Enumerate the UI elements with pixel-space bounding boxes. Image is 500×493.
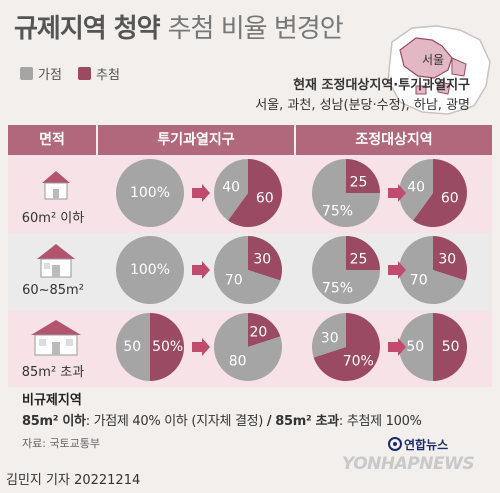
note-small-text: : 가점제 40% 이하 (지자체 결정) <box>85 414 264 429</box>
area-label-1: 60m² 이하 <box>21 211 85 226</box>
pie-r3-a-after-slice-chucheom <box>248 313 281 347</box>
pie-r3-a-before-slice-chucheom <box>150 313 184 381</box>
pie-r2-b-before-label-red: 25 <box>350 251 368 267</box>
pie-r3-b-after-label-red: 50 <box>442 339 460 355</box>
pie-r2-b-after-label-gray: 70 <box>410 272 428 288</box>
byline: 김민지 기자 20221214 <box>6 473 141 488</box>
map-label: 서울 <box>422 53 444 67</box>
pie-r3-b-after-slice-gajeom <box>399 313 433 381</box>
pie-r2-b-before-slice-chucheom <box>346 236 380 270</box>
pie-r2-b-before-slice-gajeom <box>312 236 380 304</box>
pie-r1-b-before-label-red: 25 <box>350 174 368 190</box>
pie-r1-b-after-label-gray: 40 <box>407 180 425 196</box>
note-sep: / <box>266 414 272 429</box>
logo-kr: 연합뉴스 <box>404 438 449 452</box>
note-title: 비규제지역 <box>22 393 82 408</box>
area-cell-1: 60m² 이하 <box>8 155 98 233</box>
legend-label-gajeom: 가점 <box>38 68 62 83</box>
large-house-icon <box>31 320 81 356</box>
map-icon: 서울 <box>387 25 491 115</box>
header-group-a: 투기과열지구 <box>98 125 294 155</box>
pie-r1-b-after-slice-gajeom <box>399 159 433 221</box>
pie-r3-a-after-slice-gajeom <box>213 313 282 381</box>
note-body: 85m² 이하: 가점제 40% 이하 (지자체 결정) / 85m² 초과: … <box>22 410 422 429</box>
pie-r2-a-arrow <box>192 261 210 279</box>
logo-icon <box>388 436 402 455</box>
pie-r3-a-before-label-red: 50% <box>152 339 183 355</box>
header-area: 면적 <box>8 125 96 155</box>
pie-r2-a-before-slice-gajeom <box>116 236 184 304</box>
pie-r1-b-after-slice-chucheom <box>413 159 467 227</box>
source: 자료: 국토교통부 <box>22 437 101 450</box>
small-house-icon <box>42 171 70 200</box>
pie-r1-b-arrow <box>388 184 406 202</box>
pie-r1-a-after-slice-gajeom <box>214 159 248 221</box>
pie-r3-b-before-label-gray: 30 <box>321 331 339 347</box>
pie-r3-a-after-label-gray: 80 <box>229 353 247 369</box>
pie-r2-a-after-label-red: 30 <box>253 252 271 268</box>
pie-r2-b-after-slice-gajeom <box>398 236 466 304</box>
note-small-label: 85m² 이하 <box>22 414 86 429</box>
note-large-label: 85m² 초과 <box>275 414 339 429</box>
area-label-3: 85m² 초과 <box>21 365 85 380</box>
pie-r3-b-arrow <box>388 338 406 356</box>
pie-r3-a-arrow <box>192 338 210 356</box>
region-list: 서울, 과천, 성남(분당·수정), 하남, 광명 <box>255 98 470 113</box>
page-title: 규제지역 청약 추첨 비율 변경안 <box>14 8 344 45</box>
title-sub: 추첨 비율 변경안 <box>167 14 344 44</box>
pie-r1-a-after-label-gray: 40 <box>222 180 240 196</box>
pie-r2-b-after-label-red: 30 <box>438 252 456 268</box>
pie-r1-b-before-slice-chucheom <box>346 159 380 193</box>
legend-item-chucheom: 추첨 <box>78 64 120 83</box>
legend-label-chucheom: 추첨 <box>96 68 120 83</box>
area-cell-3: 85m² 초과 <box>8 311 98 387</box>
pie-r2-b-before-label-gray: 75% <box>322 281 353 297</box>
pie-r3-a-before-slice-gajeom <box>116 313 150 381</box>
pie-r3-a-after-label-red: 20 <box>249 325 267 341</box>
pie-r3-b-before-slice-chucheom <box>313 313 380 382</box>
pie-r2-b-after-slice-chucheom <box>433 236 467 281</box>
logo-en: YONHAPNEWS <box>342 454 475 474</box>
pie-r3-b-before-label-red: 70% <box>343 353 374 369</box>
pie-r2-a-after-slice-gajeom <box>214 236 281 304</box>
pie-r2-b-arrow <box>388 261 406 279</box>
title-main: 규제지역 청약 <box>14 14 161 44</box>
pie-r1-a-arrow <box>192 184 210 202</box>
legend-swatch-red <box>78 67 91 80</box>
pie-r3-a-before-label-gray: 50 <box>123 339 141 355</box>
legend-swatch-gray <box>20 67 33 80</box>
pie-r1-a-after-slice-chucheom <box>228 159 283 227</box>
pie-r2-a-after-label-gray: 70 <box>225 272 243 288</box>
seoul-map: 서울 <box>382 22 494 118</box>
medium-house-icon <box>37 244 75 278</box>
pie-r1-b-before-label-gray: 75% <box>322 204 353 220</box>
region-heading: 현재 조정대상지역·투기과열지구 <box>293 78 470 93</box>
pie-r1-a-after-label-red: 60 <box>256 190 274 206</box>
pie-r1-a-before-label: 100% <box>130 185 170 201</box>
pie-r3-b-after-slice-chucheom <box>433 313 467 381</box>
pie-r3-b-before-slice-gajeom <box>312 313 346 358</box>
area-cell-2: 60~85m² <box>8 233 98 311</box>
pie-r1-b-after-label-red: 60 <box>441 190 459 206</box>
pie-r3-b-after-label-gray: 50 <box>406 339 424 355</box>
legend-item-gajeom: 가점 <box>20 64 62 83</box>
pie-r1-b-before-slice-gajeom <box>312 159 380 227</box>
header-group-b: 조정대상지역 <box>296 125 492 155</box>
pie-r2-a-before-label: 100% <box>130 262 170 278</box>
pie-r1-a-before-slice-gajeom <box>116 159 184 227</box>
note-large-text: : 추첨제 100% <box>338 414 422 429</box>
area-label-2: 60~85m² <box>22 283 84 298</box>
pie-r2-a-after-slice-chucheom <box>248 236 282 281</box>
